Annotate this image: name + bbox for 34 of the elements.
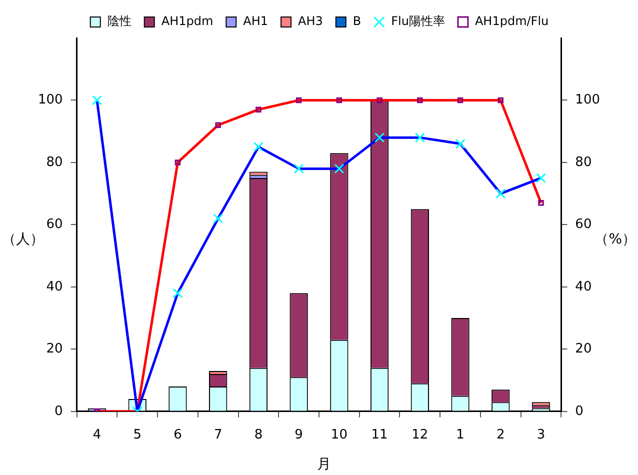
x-tick-label: 7 [214, 428, 222, 443]
y2-tick-label: 60 [575, 217, 592, 232]
legend-label: 陰性 [107, 14, 132, 28]
x-tick-label: 11 [371, 428, 388, 443]
x-tick-label: 8 [254, 428, 263, 443]
x-tick-label: 3 [536, 428, 546, 443]
y2-tick-label: 100 [575, 92, 600, 108]
x-tick-label: 4 [92, 428, 102, 443]
y2-tick-label: 0 [575, 404, 584, 419]
x-axis-title: 月 [317, 456, 331, 473]
y2-axis-title: （%） [594, 231, 636, 248]
x-tick-label: 10 [330, 428, 348, 443]
x-tick-label: 6 [174, 428, 182, 443]
legend-label: AH3 [298, 14, 323, 28]
x-tick-label: 2 [496, 428, 505, 443]
legend-label: B [352, 14, 362, 28]
legend-label: AH1pdm [161, 14, 214, 28]
x-tick-label: 5 [133, 428, 142, 443]
x-tick-label: 12 [412, 428, 428, 443]
legend-label: Flu陽性率 [391, 14, 445, 28]
y-tick-label: 40 [46, 279, 63, 294]
y2-tick-label: 20 [575, 342, 592, 357]
y-tick-label: 20 [46, 342, 63, 357]
y-axis-title: （人） [2, 231, 44, 248]
x-tick-label: 1 [456, 428, 464, 443]
legend-label: AH1pdm/Flu [474, 14, 549, 28]
x-tick-label: 9 [294, 428, 303, 443]
y2-tick-label: 80 [575, 154, 592, 170]
y-tick-label: 0 [54, 404, 63, 419]
y-tick-label: 80 [46, 154, 63, 170]
y-tick-label: 100 [38, 92, 63, 108]
legend-label: AH1 [243, 14, 268, 28]
y-tick-label: 60 [46, 217, 63, 232]
y2-tick-label: 40 [575, 279, 592, 294]
